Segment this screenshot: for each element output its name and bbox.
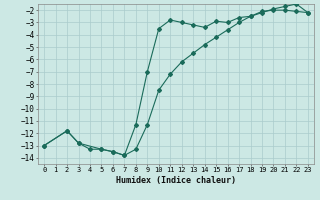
X-axis label: Humidex (Indice chaleur): Humidex (Indice chaleur) xyxy=(116,176,236,185)
